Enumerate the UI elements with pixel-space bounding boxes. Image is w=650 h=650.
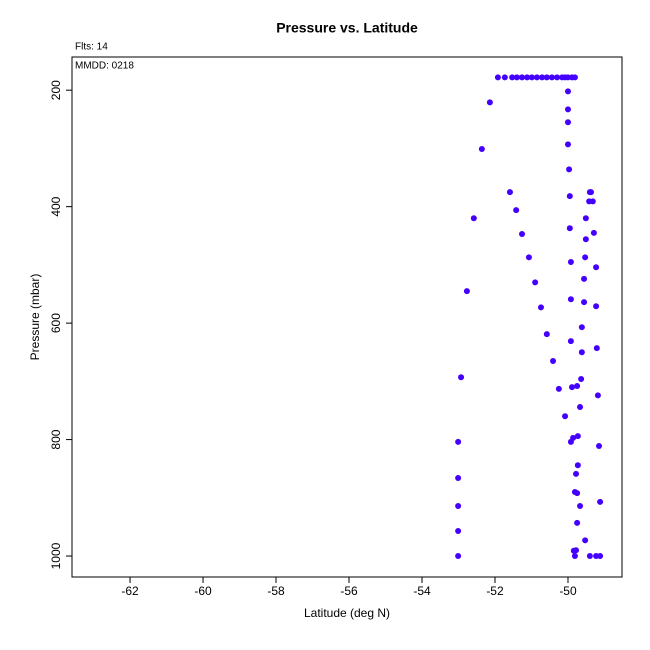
point — [578, 376, 585, 383]
point — [574, 490, 581, 497]
point — [564, 88, 571, 95]
point — [554, 74, 561, 81]
point — [513, 74, 520, 81]
point — [463, 288, 470, 295]
point — [589, 198, 596, 205]
point — [582, 537, 589, 544]
point — [539, 74, 546, 81]
point — [543, 74, 550, 81]
point — [562, 413, 569, 420]
x-axis-label: Latitude (deg N) — [304, 606, 390, 620]
x-tick-label: -52 — [486, 584, 504, 598]
point — [564, 141, 571, 148]
point — [582, 236, 589, 243]
point — [582, 215, 589, 222]
point — [566, 166, 573, 173]
point — [594, 392, 601, 399]
x-tick-label: -54 — [413, 584, 431, 598]
point — [548, 74, 555, 81]
point — [494, 74, 501, 81]
point — [597, 553, 604, 560]
point — [486, 99, 493, 106]
point — [470, 215, 477, 222]
point — [478, 146, 485, 153]
point — [581, 275, 588, 282]
point — [506, 189, 513, 196]
x-tick-label: -62 — [121, 584, 139, 598]
point — [587, 189, 594, 196]
point — [555, 385, 562, 392]
point — [519, 231, 525, 238]
point — [543, 331, 550, 338]
y-tick-label: 200 — [49, 80, 63, 100]
point — [455, 553, 462, 560]
point — [455, 502, 462, 509]
date-note: MMDD: 0218 — [75, 61, 134, 72]
y-tick-label: 600 — [49, 313, 63, 333]
point — [455, 438, 462, 445]
point — [574, 462, 581, 469]
point — [578, 324, 585, 331]
point — [455, 527, 462, 534]
y-tick-label: 800 — [49, 429, 63, 449]
point — [528, 74, 535, 81]
x-tick-label: -56 — [340, 584, 358, 598]
point — [567, 296, 574, 303]
point — [566, 225, 573, 232]
point — [519, 74, 525, 81]
y-axis-label: Pressure (mbar) — [28, 274, 42, 361]
y-tick-label: 400 — [49, 196, 63, 216]
point — [513, 207, 520, 214]
point — [567, 338, 574, 345]
point — [582, 254, 589, 261]
x-tick-label: -50 — [559, 584, 577, 598]
point — [590, 229, 597, 236]
x-tick-label: -58 — [267, 584, 285, 598]
point — [574, 383, 581, 390]
point — [573, 547, 580, 554]
point — [570, 434, 577, 441]
plot-frame — [71, 56, 623, 578]
point — [564, 119, 571, 126]
x-tick-label: -60 — [194, 584, 212, 598]
point — [578, 349, 585, 356]
point — [577, 403, 584, 410]
point — [593, 345, 600, 352]
point — [509, 74, 516, 81]
point — [525, 254, 532, 261]
point — [550, 357, 557, 364]
point — [567, 258, 574, 265]
point — [597, 498, 604, 505]
point — [571, 553, 578, 560]
chart-title: Pressure vs. Latitude — [276, 20, 418, 36]
point — [577, 502, 584, 509]
point — [524, 74, 531, 81]
point — [586, 553, 593, 560]
point — [569, 384, 575, 391]
point — [458, 374, 465, 381]
y-tick-label: 1000 — [49, 542, 63, 569]
point — [537, 304, 544, 311]
point — [571, 74, 578, 81]
point — [593, 264, 600, 271]
point — [566, 193, 573, 200]
point — [573, 470, 580, 477]
point — [596, 442, 603, 449]
flights-note: Flts: 14 — [75, 42, 108, 53]
point — [593, 303, 600, 310]
point — [532, 279, 539, 286]
point — [533, 74, 540, 81]
point — [501, 74, 508, 81]
point — [581, 299, 588, 306]
point — [574, 433, 581, 440]
point — [574, 519, 581, 526]
point — [564, 106, 571, 113]
point — [455, 475, 462, 482]
